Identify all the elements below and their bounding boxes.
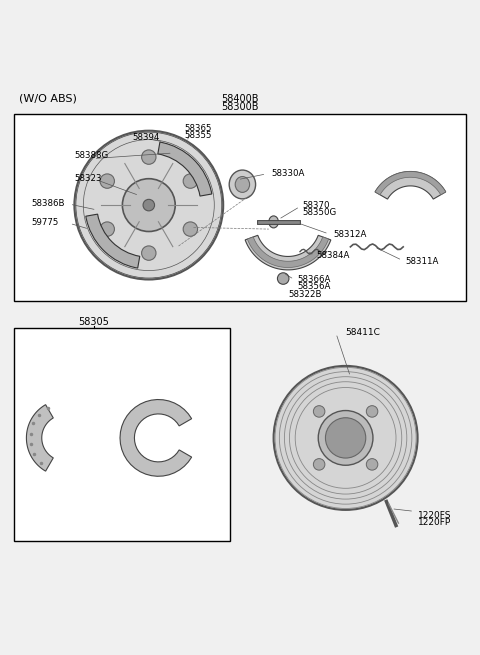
FancyBboxPatch shape — [14, 328, 230, 541]
Circle shape — [122, 179, 175, 231]
Text: 58384A: 58384A — [317, 251, 350, 260]
Circle shape — [143, 199, 155, 211]
Polygon shape — [245, 235, 331, 270]
Circle shape — [100, 222, 114, 236]
Wedge shape — [86, 214, 140, 268]
Ellipse shape — [235, 177, 250, 193]
Text: 58300B: 58300B — [221, 102, 259, 112]
Text: 58330A: 58330A — [271, 170, 305, 178]
Text: 58370: 58370 — [302, 200, 330, 210]
Text: 58386B: 58386B — [31, 199, 65, 208]
Text: 58355: 58355 — [185, 131, 212, 140]
Text: 58322B: 58322B — [288, 290, 322, 299]
Polygon shape — [26, 405, 53, 471]
Circle shape — [183, 222, 198, 236]
Ellipse shape — [269, 216, 278, 228]
Circle shape — [74, 131, 223, 280]
Text: 58350G: 58350G — [302, 208, 336, 217]
Circle shape — [325, 418, 366, 458]
Circle shape — [142, 246, 156, 260]
Text: 58305: 58305 — [78, 317, 109, 327]
Text: 58312A: 58312A — [334, 231, 367, 239]
Wedge shape — [158, 142, 212, 196]
Ellipse shape — [229, 170, 255, 199]
Text: 58394: 58394 — [132, 134, 159, 142]
Circle shape — [366, 458, 378, 470]
Polygon shape — [120, 400, 192, 476]
Circle shape — [318, 411, 373, 465]
Text: 58411C: 58411C — [346, 328, 381, 337]
Circle shape — [277, 272, 289, 284]
Circle shape — [183, 174, 198, 188]
Text: 58388G: 58388G — [74, 151, 108, 160]
Circle shape — [313, 405, 325, 417]
Circle shape — [313, 458, 325, 470]
FancyBboxPatch shape — [14, 114, 466, 301]
Text: 58356A: 58356A — [298, 282, 331, 291]
Text: 58400B: 58400B — [221, 94, 259, 105]
Polygon shape — [247, 237, 329, 267]
Circle shape — [274, 366, 418, 510]
Text: 58311A: 58311A — [406, 257, 439, 266]
Text: 1220FS: 1220FS — [418, 511, 451, 520]
Polygon shape — [375, 172, 446, 195]
Text: 1220FP: 1220FP — [418, 518, 451, 527]
Text: (W/O ABS): (W/O ABS) — [19, 93, 77, 103]
Circle shape — [142, 150, 156, 164]
Text: 58366A: 58366A — [298, 275, 331, 284]
Circle shape — [366, 405, 378, 417]
Polygon shape — [375, 172, 446, 199]
Text: 59775: 59775 — [31, 218, 59, 227]
Text: 58365: 58365 — [185, 124, 212, 133]
Circle shape — [100, 174, 114, 188]
Text: 58323: 58323 — [74, 174, 102, 183]
